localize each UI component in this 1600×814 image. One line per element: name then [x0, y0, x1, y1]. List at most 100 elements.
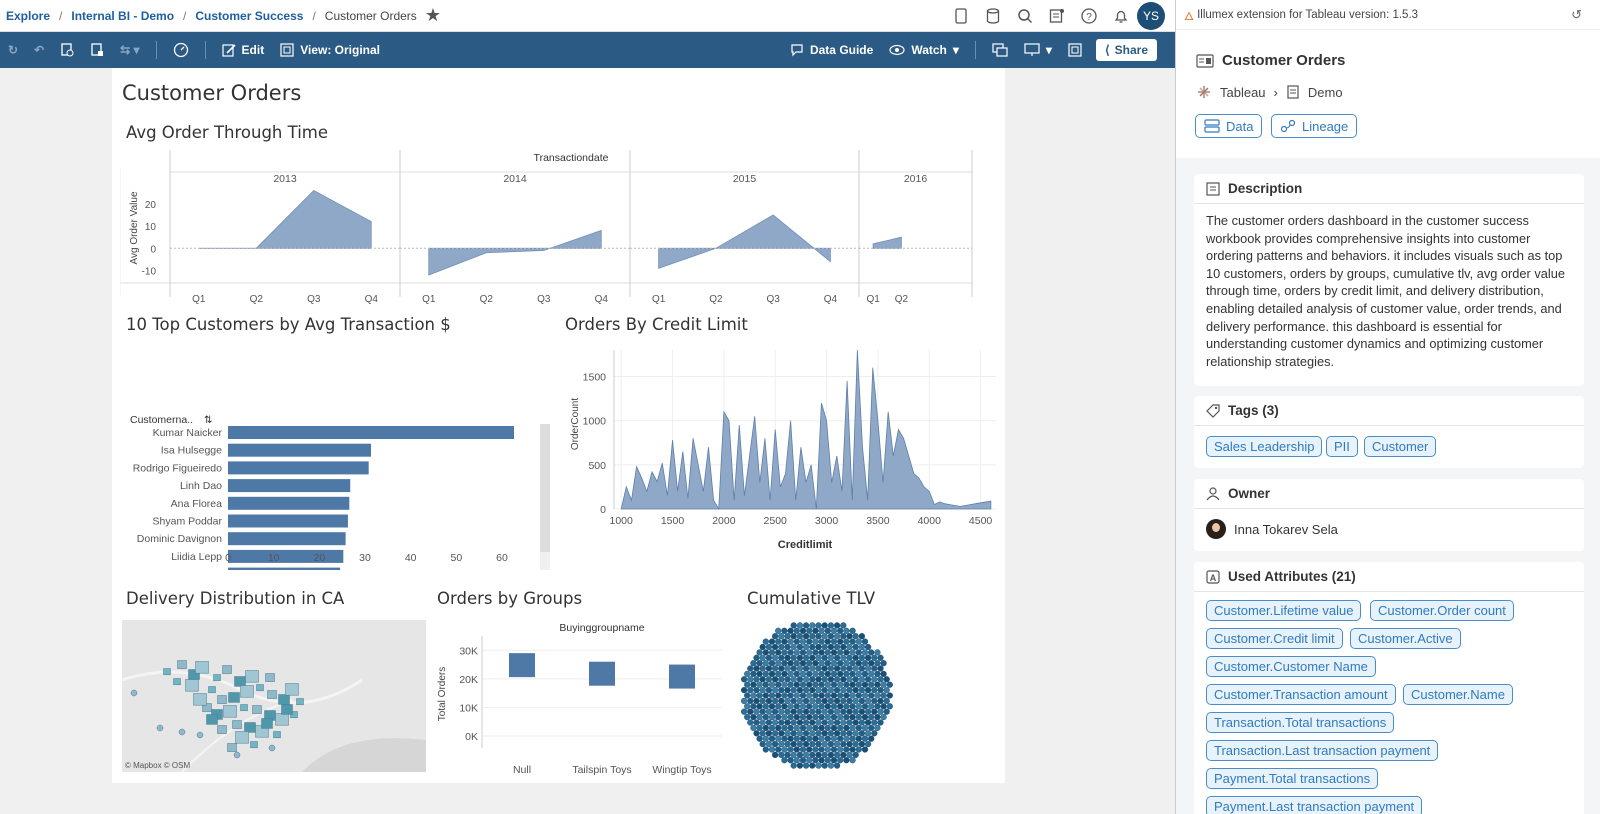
tlv-bubble — [778, 697, 785, 705]
favorite-star-icon[interactable]: ★ — [424, 5, 441, 25]
tlv-bubble — [846, 676, 853, 683]
tlv-bubble — [858, 697, 866, 705]
data-tab[interactable]: Data — [1195, 114, 1263, 138]
data-guide-button[interactable]: Data Guide — [782, 32, 881, 68]
tlv-bubble — [871, 708, 878, 715]
undo-icon[interactable]: ↶ — [34, 43, 45, 57]
toolbar-divider — [204, 41, 206, 59]
delivery-region — [163, 668, 171, 676]
delivery-region — [173, 678, 181, 686]
tlv-bubble — [812, 681, 819, 688]
search-icon[interactable] — [1009, 0, 1041, 32]
refresh-data-icon[interactable] — [82, 32, 112, 68]
help-icon[interactable]: ? — [1073, 0, 1105, 32]
tlv-bubble — [833, 643, 841, 651]
redo-icon[interactable]: ↻ — [8, 43, 19, 57]
owner-name[interactable]: Inna Tokarev Sela — [1234, 521, 1338, 537]
bar — [228, 532, 346, 546]
scrollbar-thumb — [540, 424, 550, 552]
folder-label[interactable]: Demo — [1307, 84, 1343, 100]
tlv-bubble — [812, 627, 819, 634]
attribute-chip[interactable]: Customer.Lifetime value — [1206, 600, 1362, 621]
delivery-point — [233, 751, 241, 759]
tag-chip[interactable]: Sales Leadership — [1206, 436, 1323, 457]
breadcrumb-explore[interactable]: Explore — [6, 8, 51, 23]
tlv-bubble — [802, 762, 810, 769]
owner-avatar — [1206, 519, 1226, 539]
tlv-bubble — [883, 676, 890, 683]
delivery-map[interactable]: © Mapbox © OSM — [122, 620, 426, 772]
groups-chart[interactable]: Buyinggroupname 30K 20K 10K 0K Null Tailspin T… — [432, 616, 732, 776]
category-label: Wingtip Toys — [652, 764, 711, 776]
tlv-bubble — [753, 730, 760, 737]
avg-order-chart[interactable]: Transactiondate 2013 2014 2015 2016 Q1 Q2 Q3 Q4 Q… — [120, 150, 1000, 372]
delivery-region — [232, 720, 242, 729]
edit-button[interactable]: Edit — [214, 32, 273, 68]
attribute-chip[interactable]: Customer.Transaction amount — [1206, 684, 1396, 705]
tlv-bubble — [868, 735, 875, 742]
share-button[interactable]: ⟨ Share — [1095, 39, 1157, 61]
tlv-bubble — [880, 681, 887, 688]
panel-title-text: Customer Orders — [1222, 52, 1346, 69]
breadcrumb-project[interactable]: Internal BI - Demo — [71, 8, 175, 23]
tlv-bubble — [837, 681, 844, 688]
tlv-bubble — [806, 703, 813, 710]
tlv-bubble — [765, 686, 773, 694]
attribute-chip[interactable]: Customer.Active — [1350, 628, 1461, 649]
tlv-bubble — [824, 703, 831, 710]
comments-icon[interactable] — [984, 32, 1016, 68]
device-icon[interactable] — [945, 0, 977, 32]
tlv-bubble — [855, 703, 862, 710]
notes-icon[interactable] — [1041, 0, 1073, 32]
breadcrumb-workbook[interactable]: Customer Success — [195, 8, 304, 23]
tlv-bubble-chart[interactable] — [740, 615, 900, 777]
metrics-icon[interactable] — [165, 32, 197, 68]
tlv-bubble — [833, 719, 841, 726]
tlv-bubble — [806, 692, 813, 699]
tag-chip[interactable]: Customer — [1364, 436, 1437, 457]
view-original-button[interactable]: View: Original — [272, 32, 388, 68]
top-customers-chart[interactable]: Customerna.. ⇅Kumar Naicker Isa Hulsegge Ro… — [120, 338, 550, 570]
revert-icon[interactable] — [52, 32, 82, 68]
reload-icon[interactable]: ↺ — [1571, 7, 1582, 22]
lineage-tab[interactable]: Lineage — [1271, 114, 1358, 138]
delivery-region — [296, 698, 304, 706]
tlv-bubble — [849, 713, 856, 721]
attribute-chip[interactable]: Customer.Order count — [1370, 600, 1514, 621]
attribute-chip[interactable]: Customer.Name — [1403, 684, 1513, 705]
tlv-bubble — [793, 692, 800, 699]
download-icon[interactable]: ▾ — [1016, 32, 1060, 68]
database-icon[interactable] — [977, 0, 1009, 32]
data-tab-label: Data — [1226, 118, 1254, 134]
tlv-bubble — [868, 660, 875, 667]
attribute-chip[interactable]: Customer.Customer Name — [1206, 656, 1376, 677]
tlv-bubble — [868, 713, 875, 721]
tag-chip[interactable]: PII — [1326, 436, 1358, 457]
axis-header: Transactiondate — [534, 152, 609, 164]
pause-updates-icon[interactable]: ⇆ ▾ — [120, 43, 140, 57]
fullscreen-icon[interactable] — [1060, 32, 1090, 68]
user-avatar[interactable]: YS — [1137, 2, 1165, 30]
tlv-bubble — [787, 735, 794, 742]
credit-limit-chart[interactable]: 0 500 1000 1500 1000 1500 2000 2500 3000 3500 4000… — [560, 338, 1005, 570]
attribute-chip[interactable]: Customer.Credit limit — [1206, 628, 1343, 649]
tlv-bubble — [778, 708, 785, 715]
attribute-chip[interactable]: Payment.Last transaction payment — [1206, 796, 1423, 814]
panel-header: 🜂 Illumex extension for Tableau version:… — [1176, 0, 1600, 30]
owner-header: Owner — [1194, 479, 1584, 509]
tlv-bubble — [840, 708, 847, 715]
attribute-chip[interactable]: Transaction.Last transaction payment — [1206, 740, 1439, 761]
attribute-chip[interactable]: Payment.Total transactions — [1206, 768, 1379, 789]
tlv-bubble — [768, 649, 776, 656]
tlv-bubble — [765, 665, 773, 672]
y-axis-label: OrderCount — [570, 398, 581, 450]
tlv-bubble — [824, 660, 831, 667]
tlv-bubble — [837, 703, 844, 710]
attribute-chip[interactable]: Transaction.Total transactions — [1206, 712, 1395, 733]
source-label[interactable]: Tableau — [1220, 84, 1266, 100]
tlv-bubble — [827, 719, 835, 726]
tlv-bubble — [883, 686, 890, 694]
tlv-bubble — [861, 713, 869, 721]
watch-button[interactable]: Watch ▾ — [881, 32, 967, 68]
bell-icon[interactable] — [1105, 0, 1137, 32]
